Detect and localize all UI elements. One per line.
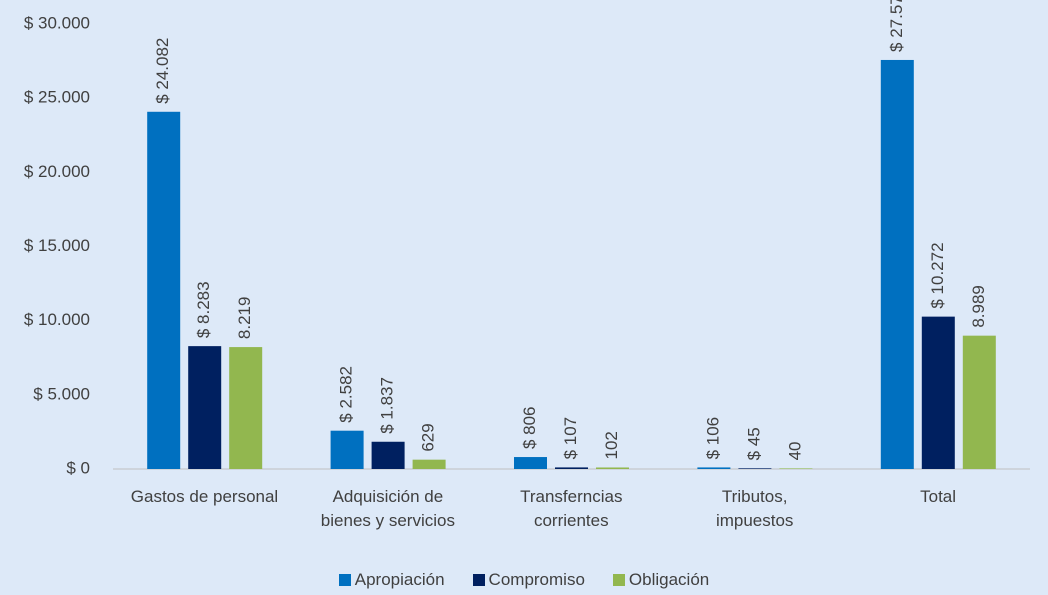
data-label: $ 8.283 (194, 281, 213, 338)
legend: Apropiación Compromiso Obligación (0, 570, 1048, 590)
legend-label: Apropiación (354, 570, 445, 589)
bar (738, 468, 772, 469)
data-label: $ 106 (703, 417, 722, 460)
bar (779, 468, 813, 469)
legend-item: Apropiación (338, 570, 445, 590)
bar (188, 346, 222, 469)
data-label: $ 27.576 (887, 0, 906, 52)
legend-item: Compromiso (472, 570, 585, 590)
legend-swatch (338, 574, 351, 586)
x-tick-label: Transferncias corrientes (520, 487, 623, 530)
y-tick-label: $ 5.000 (33, 384, 90, 403)
data-label: 102 (602, 431, 621, 459)
bar (514, 457, 547, 469)
data-label: 8.989 (969, 285, 988, 328)
bar (330, 430, 364, 469)
data-label: $ 806 (520, 406, 539, 449)
legend-swatch (472, 574, 485, 586)
y-tick-label: $ 0 (66, 458, 90, 477)
x-tick-label: Total (920, 487, 957, 506)
data-label: 629 (419, 423, 438, 451)
bar (921, 316, 955, 469)
bar (371, 441, 405, 469)
bar (880, 59, 914, 470)
y-tick-label: $ 15.000 (24, 236, 90, 255)
bar (412, 459, 446, 469)
data-label: $ 107 (561, 417, 580, 460)
bar (147, 111, 181, 470)
data-label: 8.219 (235, 297, 254, 340)
y-tick-label: $ 20.000 (24, 162, 90, 181)
y-tick-label: $ 25.000 (24, 88, 90, 107)
data-label: $ 1.837 (378, 377, 397, 434)
x-tick-label: Gastos de personal (130, 487, 279, 506)
x-tick-label: Tributos, impuestos (715, 487, 794, 530)
data-label: $ 24.082 (153, 38, 172, 104)
y-tick-label: $ 10.000 (24, 310, 90, 329)
data-label: $ 2.582 (337, 366, 356, 423)
bar (229, 347, 263, 469)
bar (596, 467, 629, 469)
data-label: $ 45 (744, 427, 763, 460)
data-label: $ 10.272 (928, 242, 947, 308)
x-tick-label: Adquisición de bienes y servicios (320, 487, 455, 530)
bar (962, 335, 996, 469)
data-label: 40 (785, 441, 804, 460)
bar (555, 467, 588, 469)
legend-swatch (612, 574, 625, 586)
bar (697, 467, 731, 469)
legend-label: Obligación (628, 570, 710, 589)
legend-item: Obligación (612, 570, 710, 590)
y-tick-label: $ 30.000 (24, 13, 90, 32)
legend-label: Compromiso (488, 570, 585, 589)
